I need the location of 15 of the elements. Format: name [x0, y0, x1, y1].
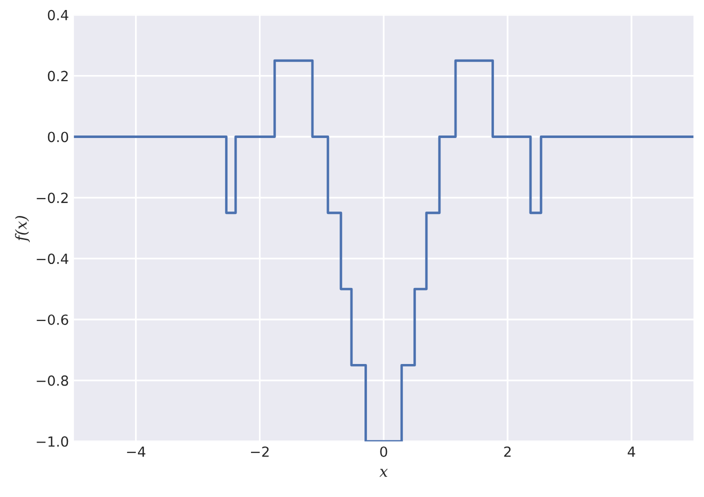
y-tick-label: −0.6 [36, 314, 68, 325]
y-tick-label: −0.8 [36, 375, 68, 386]
x-tick-label: 2 [504, 446, 511, 457]
y-tick-label: 0.4 [48, 10, 68, 20]
y-tick-label: 0.0 [48, 132, 68, 142]
x-axis-title: x [379, 468, 388, 477]
y-tick-label: 0.2 [48, 70, 68, 82]
x-tick-label: 0 [380, 446, 388, 457]
x-tick-label: −2 [251, 446, 269, 457]
y-tick-label: −0.2 [36, 192, 68, 204]
y-tick-label: −1.0 [36, 436, 68, 447]
x-tick-label: −4 [127, 446, 146, 457]
y-axis-title: f(x) [14, 216, 30, 242]
y-tick-label: −0.4 [36, 254, 68, 264]
x-tick-label: 4 [628, 446, 636, 457]
